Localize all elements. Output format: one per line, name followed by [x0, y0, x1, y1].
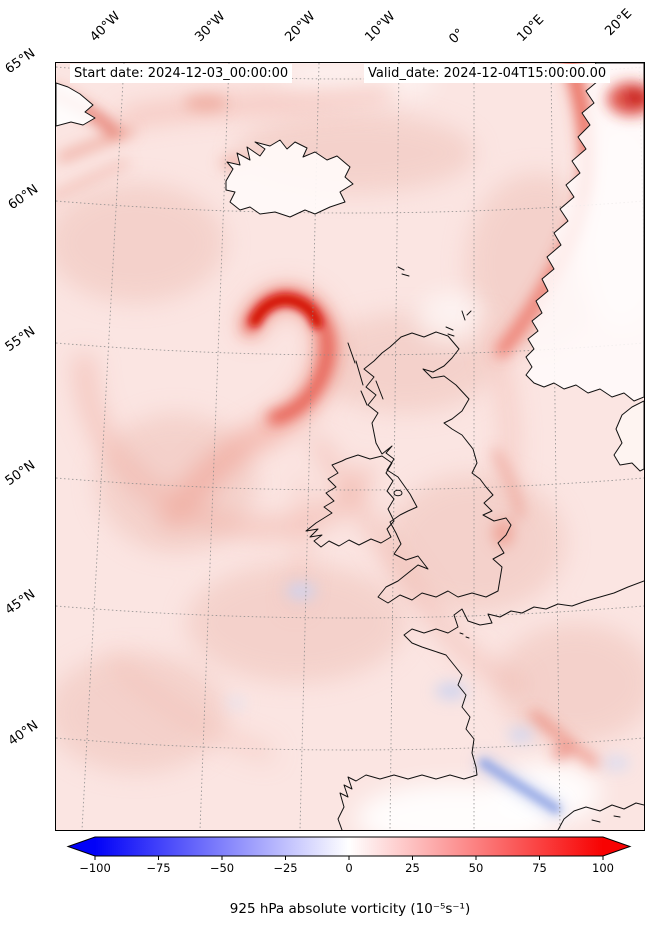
colorbar-tick-label: −50 [209, 861, 235, 875]
colorbar-tick-label: 75 [532, 861, 547, 875]
lon-tick-label: 20°E [602, 6, 636, 39]
colorbar-tick-label: 25 [405, 861, 420, 875]
coastlines [56, 63, 644, 830]
coast-iceland [225, 139, 354, 218]
graticule [56, 63, 644, 830]
valid-date-label: Valid_date: 2024-12-04T15:00:00.00 [364, 64, 611, 83]
lon-tick-label: 0° [446, 25, 468, 47]
coast-mediterranean-spain [557, 802, 644, 830]
islands-hebrides [347, 342, 384, 406]
vorticity-ne-corner-max [607, 82, 644, 116]
lon-tick-label: 10°E [514, 12, 548, 45]
islands-channel [459, 632, 470, 639]
lat-tick-label: 55°N [2, 323, 39, 356]
colorbar-tick-marks [94, 856, 604, 860]
lat-tick-label: 50°N [2, 457, 39, 490]
colorbar-tick-label: 50 [468, 861, 484, 875]
vorticity-field [56, 63, 644, 830]
coast-denmark [613, 400, 644, 472]
map-area: Start date: 2024-12-03_00:00:00 Valid_da… [55, 62, 645, 831]
figure-caption: 925 hPa absolute vorticity (10⁻⁵s⁻¹) [229, 901, 471, 917]
islands-faroe [397, 266, 410, 277]
lon-tick-label: 10°W [362, 9, 399, 45]
colorbar-tick-label: 0 [345, 861, 353, 875]
colorbar-tick-label: −25 [273, 861, 298, 875]
islands-orkney [445, 326, 455, 337]
lat-tick-label: 65°N [2, 45, 39, 78]
island-isle-of-man [393, 489, 403, 497]
coast-norway [525, 63, 644, 402]
lat-tick-label: 60°N [5, 181, 42, 214]
colorbar [66, 836, 632, 860]
vorticity-map-canvas [56, 63, 644, 830]
colorbar-extend-min [68, 837, 95, 856]
lon-tick-label: 20°W [282, 9, 319, 45]
coast-greenland [56, 82, 96, 127]
start-date-label: Start date: 2024-12-03_00:00:00 [70, 64, 293, 83]
lat-tick-label: 40°N [5, 717, 42, 750]
coast-continental-europe [337, 580, 644, 830]
colorbar-extend-max [603, 837, 630, 856]
islands-shetland [461, 310, 472, 321]
coast-great-britain [363, 331, 512, 604]
lon-tick-label: 30°W [192, 9, 229, 45]
islands-balearic [591, 815, 621, 823]
coast-ireland [305, 454, 395, 548]
colorbar-gradient [95, 837, 603, 856]
colorbar-tick-label: −100 [79, 861, 111, 875]
colorbar-tick-label: 100 [592, 861, 614, 875]
lon-tick-label: 40°W [87, 9, 124, 45]
lat-tick-label: 45°N [2, 586, 39, 619]
colorbar-tick-label: −75 [146, 861, 171, 875]
